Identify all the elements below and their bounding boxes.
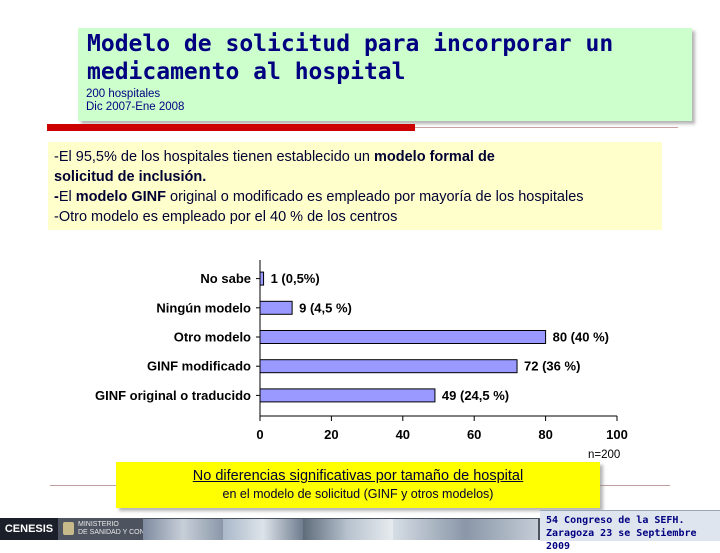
x-tick-label-4: 80 (538, 427, 552, 442)
cenesis-logo: CENESIS (0, 518, 58, 540)
footer-photo-1 (143, 519, 223, 540)
congress-box: 54 Congreso de la SEFH. Zaragoza 23 se S… (540, 510, 720, 552)
x-tick-label-5: 100 (606, 427, 628, 442)
slide-subtitle: 200 hospitales Dic 2007-Ene 2008 (86, 88, 184, 114)
finding-3-suffix: original o modificado es empleado por ma… (166, 189, 584, 205)
slide-title: Modelo de solicitud para incorporar un m… (87, 31, 614, 85)
data-label-2: 80 (40 %) (553, 330, 609, 345)
footer-photo-4 (393, 519, 538, 540)
finding-3-dash: - (54, 189, 59, 205)
finding-line-2: solicitud de inclusión. (54, 167, 206, 188)
title-box: Modelo de solicitud para incorporar un m… (78, 28, 692, 121)
bar-chart: No sabe 1 (0,5%) Ningún modelo 9 (4,5 %) Otr… (95, 260, 628, 442)
data-label-4: 49 (24,5 %) (442, 388, 509, 403)
ministry-logo: MINISTERIO DE SANIDAD Y CONSUMO (78, 521, 166, 537)
bar-1 (259, 300, 293, 315)
finding-1-text: -El 95,5% de los hospitales tienen estab… (54, 149, 375, 165)
ministry-emblem-icon (63, 522, 74, 535)
category-label-0: No sabe (200, 271, 251, 286)
bar-3 (259, 359, 518, 374)
subtitle-hospitals: 200 hospitales (86, 88, 161, 100)
conclusion-main: No diferencias significativas por tamaño… (192, 468, 524, 484)
category-label-4: GINF original o traducido (95, 388, 251, 403)
footer-photo-2 (223, 519, 303, 540)
finding-line-3: -El modelo GINF original o modificado es… (54, 187, 584, 208)
red-accent-rule (47, 124, 415, 131)
finding-2-bold: solicitud de inclusión. (54, 169, 207, 185)
data-label-3: 72 (36 %) (524, 359, 580, 374)
subtitle-dates: Dic 2007-Ene 2008 (86, 101, 185, 113)
x-tick-label-0: 0 (256, 427, 263, 442)
chart-layer: No sabe 1 (0,5%) Ningún modelo 9 (4,5 %) Otr… (95, 260, 628, 442)
sample-size-note: n=200 (588, 449, 621, 461)
conclusion-box: No diferencias significativas por tamaño… (116, 462, 600, 508)
footer-photo-3 (303, 519, 393, 540)
bar-2 (259, 330, 547, 344)
grey-rule (415, 127, 678, 128)
category-label-3: GINF modificado (147, 359, 251, 374)
category-label-2: Otro modelo (174, 330, 251, 345)
x-tick-label-2: 40 (396, 427, 410, 442)
finding-3-bold: modelo GINF (75, 189, 166, 205)
ministry-line-1: MINISTERIO (78, 521, 119, 528)
finding-line-1: -El 95,5% de los hospitales tienen estab… (54, 147, 495, 168)
x-tick-label-3: 60 (467, 427, 481, 442)
bar-0 (259, 271, 265, 286)
congress-line-1: 54 Congreso de la SEFH. (546, 515, 685, 526)
bar-4 (259, 388, 436, 403)
finding-3-prefix: El (58, 189, 76, 205)
category-label-1: Ningún modelo (156, 300, 251, 315)
finding-line-4: -Otro modelo es empleado por el 40 % de … (54, 209, 398, 225)
x-tick-label-1: 20 (324, 427, 338, 442)
finding-1-bold: modelo formal de (374, 149, 495, 165)
ministry-line-2: DE SANIDAD Y CONSUMO (78, 529, 166, 536)
findings-box: -El 95,5% de los hospitales tienen estab… (48, 142, 662, 230)
data-label-0: 1 (0,5%) (271, 271, 320, 286)
data-label-1: 9 (4,5 %) (299, 300, 352, 315)
conclusion-sub: en el modelo de solicitud (GINF y otros … (222, 487, 494, 501)
congress-line-2: Zaragoza 23 se Septiembre 2009 (546, 528, 697, 552)
